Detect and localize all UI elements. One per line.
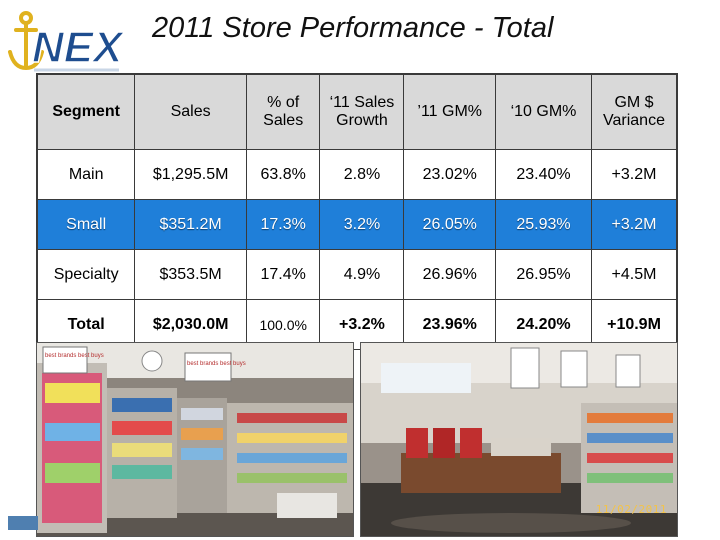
store-photo-right: 11/02/2011 bbox=[360, 342, 678, 537]
cell-sales: $1,295.5M bbox=[134, 149, 247, 200]
cell-gm10: 25.93% bbox=[494, 199, 593, 250]
sign-text-left: best brands best buys bbox=[45, 353, 104, 359]
nex-logo: NEX bbox=[4, 6, 154, 76]
column-header-gm-11: ’11 GM% bbox=[403, 74, 496, 150]
cell-gm10: 24.20% bbox=[494, 299, 593, 350]
cell-segment: Small bbox=[36, 199, 136, 250]
cell-segment: Total bbox=[36, 299, 136, 350]
column-header-segment: Segment bbox=[36, 74, 136, 150]
cell-growth: 2.8% bbox=[319, 149, 405, 200]
page-title: 2011 Store Performance - Total bbox=[152, 12, 554, 44]
cell-gm11: 23.02% bbox=[403, 149, 496, 200]
cell-segment: Main bbox=[36, 149, 136, 200]
cell-gm11: 23.96% bbox=[403, 299, 496, 350]
table-row: Small $351.2M 17.3% 3.2% 26.05% 25.93% +… bbox=[36, 199, 677, 250]
column-header-pct-of-sales: % of Sales bbox=[245, 74, 321, 150]
cell-gm10: 26.95% bbox=[494, 249, 593, 300]
table-row-total: Total $2,030.0M 100.0% +3.2% 23.96% 24.2… bbox=[36, 299, 677, 350]
column-header-sales: Sales bbox=[134, 74, 247, 150]
table-row: Main $1,295.5M 63.8% 2.8% 23.02% 23.40% … bbox=[36, 149, 677, 200]
column-header-gm-variance-text: GM $ Variance bbox=[603, 94, 665, 129]
cell-growth: 4.9% bbox=[319, 249, 405, 300]
table-row: Specialty $353.5M 17.4% 4.9% 26.96% 26.9… bbox=[36, 249, 677, 300]
store-photo-left: best brands best buys best brands best b… bbox=[36, 342, 354, 537]
footer-accent-bar bbox=[8, 516, 38, 530]
column-header-sales-growth: ‘11 Sales Growth bbox=[319, 74, 405, 150]
column-header-pct-of-sales-text: % of Sales bbox=[263, 94, 304, 129]
cell-gm11: 26.96% bbox=[403, 249, 496, 300]
cell-variance: +10.9M bbox=[591, 299, 677, 350]
cell-segment: Specialty bbox=[36, 249, 136, 300]
cell-pct: 17.3% bbox=[245, 199, 321, 250]
cell-sales: $351.2M bbox=[134, 199, 247, 250]
cell-variance: +4.5M bbox=[591, 249, 677, 300]
cell-variance: +3.2M bbox=[591, 149, 677, 200]
cell-pct: 17.4% bbox=[245, 249, 321, 300]
photo-date-stamp: 11/02/2011 bbox=[595, 503, 667, 516]
column-header-sales-growth-text: ‘11 Sales Growth bbox=[329, 94, 395, 129]
performance-table: Segment Sales % of Sales ‘11 Sales Growt… bbox=[36, 73, 678, 350]
cell-variance: +3.2M bbox=[591, 199, 677, 250]
cell-gm10: 23.40% bbox=[494, 149, 593, 200]
cell-pct: 63.8% bbox=[245, 149, 321, 200]
cell-gm11: 26.05% bbox=[403, 199, 496, 250]
svg-text:NEX: NEX bbox=[32, 23, 125, 72]
sign-text-center: best brands best buys bbox=[187, 361, 246, 367]
cell-growth: 3.2% bbox=[319, 199, 405, 250]
cell-sales: $2,030.0M bbox=[134, 299, 247, 350]
table-header-row: Segment Sales % of Sales ‘11 Sales Growt… bbox=[36, 74, 677, 150]
anchor-icon: NEX bbox=[8, 11, 126, 73]
column-header-gm-variance: GM $ Variance bbox=[591, 74, 677, 150]
column-header-gm-10: ‘10 GM% bbox=[494, 74, 593, 150]
cell-pct: 100.0% bbox=[245, 299, 321, 350]
cell-sales: $353.5M bbox=[134, 249, 247, 300]
